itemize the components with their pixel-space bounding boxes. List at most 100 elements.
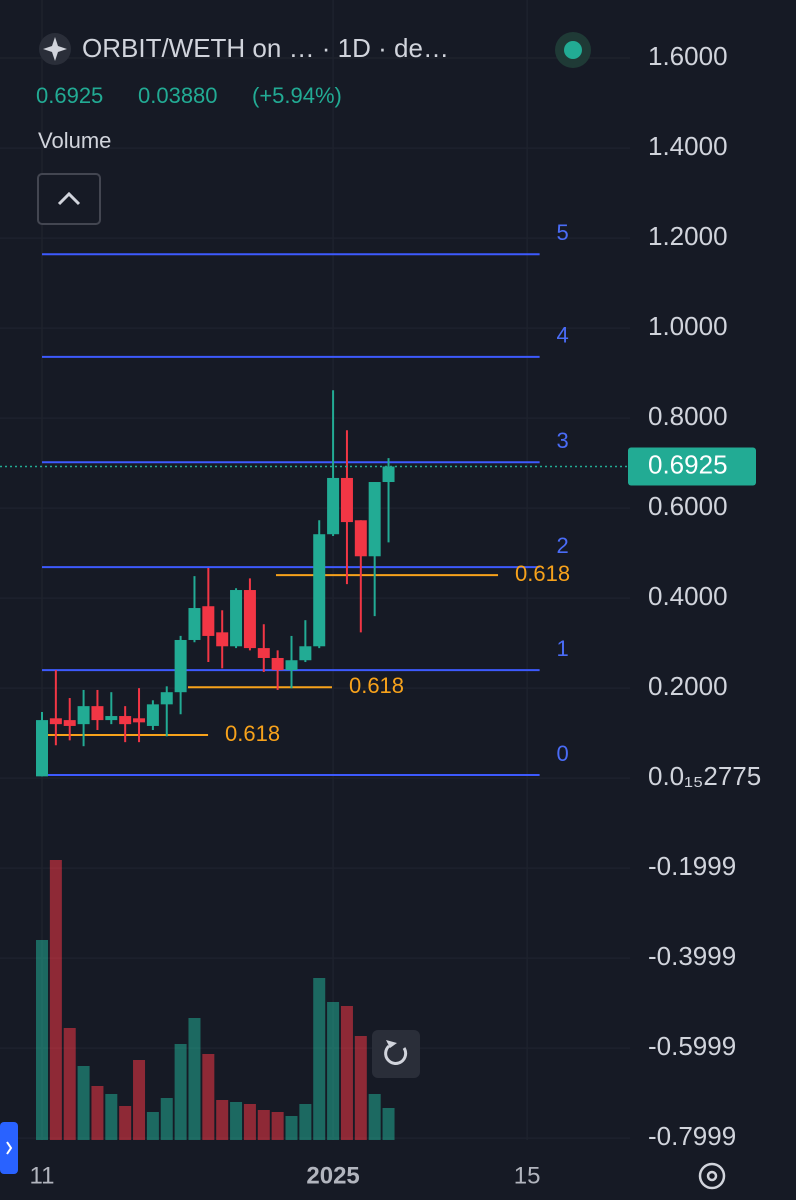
fib-level-label: 2 <box>556 533 568 558</box>
volume-bar <box>230 1102 243 1140</box>
legend-change: 0.03880 <box>138 83 218 108</box>
volume-bar <box>382 1108 395 1140</box>
y-tick-label: 0.4000 <box>648 581 728 611</box>
y-tick-label: 1.6000 <box>648 41 728 71</box>
fib-level-label: 3 <box>556 428 568 453</box>
reset-button[interactable] <box>372 1030 420 1078</box>
volume-bar <box>188 1018 201 1140</box>
side-tab[interactable] <box>0 1122 18 1174</box>
candle-body <box>160 692 173 705</box>
fib-retracement-label: 0.618 <box>225 721 280 746</box>
candle-body <box>119 716 132 725</box>
candle-body <box>354 520 367 557</box>
grid <box>0 0 630 1140</box>
fib-retracement-label: 0.618 <box>515 561 570 586</box>
candle-body <box>146 704 159 726</box>
fib-level-label: 1 <box>556 636 568 661</box>
volume-bar <box>202 1054 215 1140</box>
y-tick-label: 0.0₁₅2775 <box>648 761 761 791</box>
candle-body <box>327 477 340 535</box>
fib-level-label: 0 <box>556 741 568 766</box>
volume-bar <box>105 1094 118 1140</box>
candle-body <box>63 720 76 726</box>
candle-body <box>299 646 312 661</box>
volume-bar <box>49 860 62 1140</box>
volume-bar <box>354 1036 367 1140</box>
volume-bar <box>146 1112 159 1140</box>
y-tick-label: -0.3999 <box>648 941 736 971</box>
candle-body <box>174 639 187 693</box>
x-tick-label: 15 <box>514 1162 541 1189</box>
candle-body <box>188 608 201 640</box>
side-tab-arrow <box>6 1141 13 1155</box>
candle-body <box>382 466 395 483</box>
y-tick-label: -0.1999 <box>648 851 736 881</box>
volume-bar <box>257 1110 270 1140</box>
candle-body <box>105 716 118 721</box>
fib-level-label: 4 <box>556 323 568 348</box>
volume-bar <box>133 1060 146 1140</box>
candle-body <box>271 657 284 671</box>
symbol-icon-star <box>43 37 67 61</box>
volume-bar <box>327 1002 340 1140</box>
y-tick-label: 0.6000 <box>648 491 728 521</box>
candle-body <box>368 482 381 557</box>
settings-icon-center <box>706 1170 718 1182</box>
y-tick-label: 1.4000 <box>648 131 728 161</box>
controls <box>0 1030 726 1190</box>
candle-body <box>216 632 229 647</box>
candle-body <box>49 718 62 725</box>
y-tick-label: 1.2000 <box>648 221 728 251</box>
volume-bar <box>160 1098 173 1140</box>
y-tick-label: -0.7999 <box>648 1121 736 1151</box>
fib-retracement-label: 0.618 <box>349 673 404 698</box>
volume-bar <box>174 1044 187 1140</box>
reset-icon <box>384 1044 408 1065</box>
legend-change-pct: (+5.94%) <box>252 83 342 108</box>
chevron-up <box>57 191 81 206</box>
settings-icon[interactable] <box>698 1162 726 1190</box>
candle-body <box>285 660 298 671</box>
candle-body <box>230 590 243 647</box>
volume-bar <box>77 1066 90 1140</box>
volume-bar <box>299 1104 312 1140</box>
candle-body <box>257 648 270 658</box>
y-tick-label: -0.5999 <box>648 1031 736 1061</box>
plot: 0 1 2 3 4 5 0.618 0.618 0.618 <box>0 220 628 1140</box>
chart-title: ORBIT/WETH on … · 1D · de… <box>82 33 449 63</box>
candle-body <box>202 606 215 636</box>
volume-bar <box>216 1100 229 1140</box>
volume-bar <box>313 978 326 1140</box>
volume-bar <box>271 1112 284 1140</box>
candle-body <box>340 477 353 523</box>
legend-price: 0.6925 <box>36 83 103 108</box>
volume-bar <box>368 1094 381 1140</box>
candle-body <box>313 534 326 647</box>
fib-level-label: 5 <box>556 220 568 245</box>
y-tick-label: 1.0000 <box>648 311 728 341</box>
reset-arrow <box>386 1040 397 1048</box>
last-price-label: 0.6925 <box>648 449 728 479</box>
volume-bar <box>243 1104 256 1140</box>
volume-bar <box>63 1028 76 1140</box>
y-tick-label: 0.2000 <box>648 671 728 701</box>
volume-bar <box>36 940 48 1140</box>
candle-body <box>77 706 90 725</box>
candle-body <box>133 718 146 723</box>
collapse-button[interactable] <box>37 173 101 225</box>
candle-body <box>36 720 48 777</box>
volume-label: Volume <box>38 128 111 153</box>
candle-body <box>243 590 256 649</box>
volume-bar <box>340 1006 353 1140</box>
status-dot <box>564 41 582 59</box>
y-tick-label: 0.8000 <box>648 401 728 431</box>
x-tick-label: 11 <box>30 1162 55 1189</box>
last-price-tag <box>628 447 756 486</box>
volume-bar <box>285 1116 298 1140</box>
x-tick-label: 2025 <box>306 1162 359 1189</box>
volume-bar <box>119 1106 132 1140</box>
volume-bar <box>91 1086 104 1140</box>
header: ORBIT/WETH on … · 1D · de… 0.6925 0.0388… <box>36 32 591 225</box>
